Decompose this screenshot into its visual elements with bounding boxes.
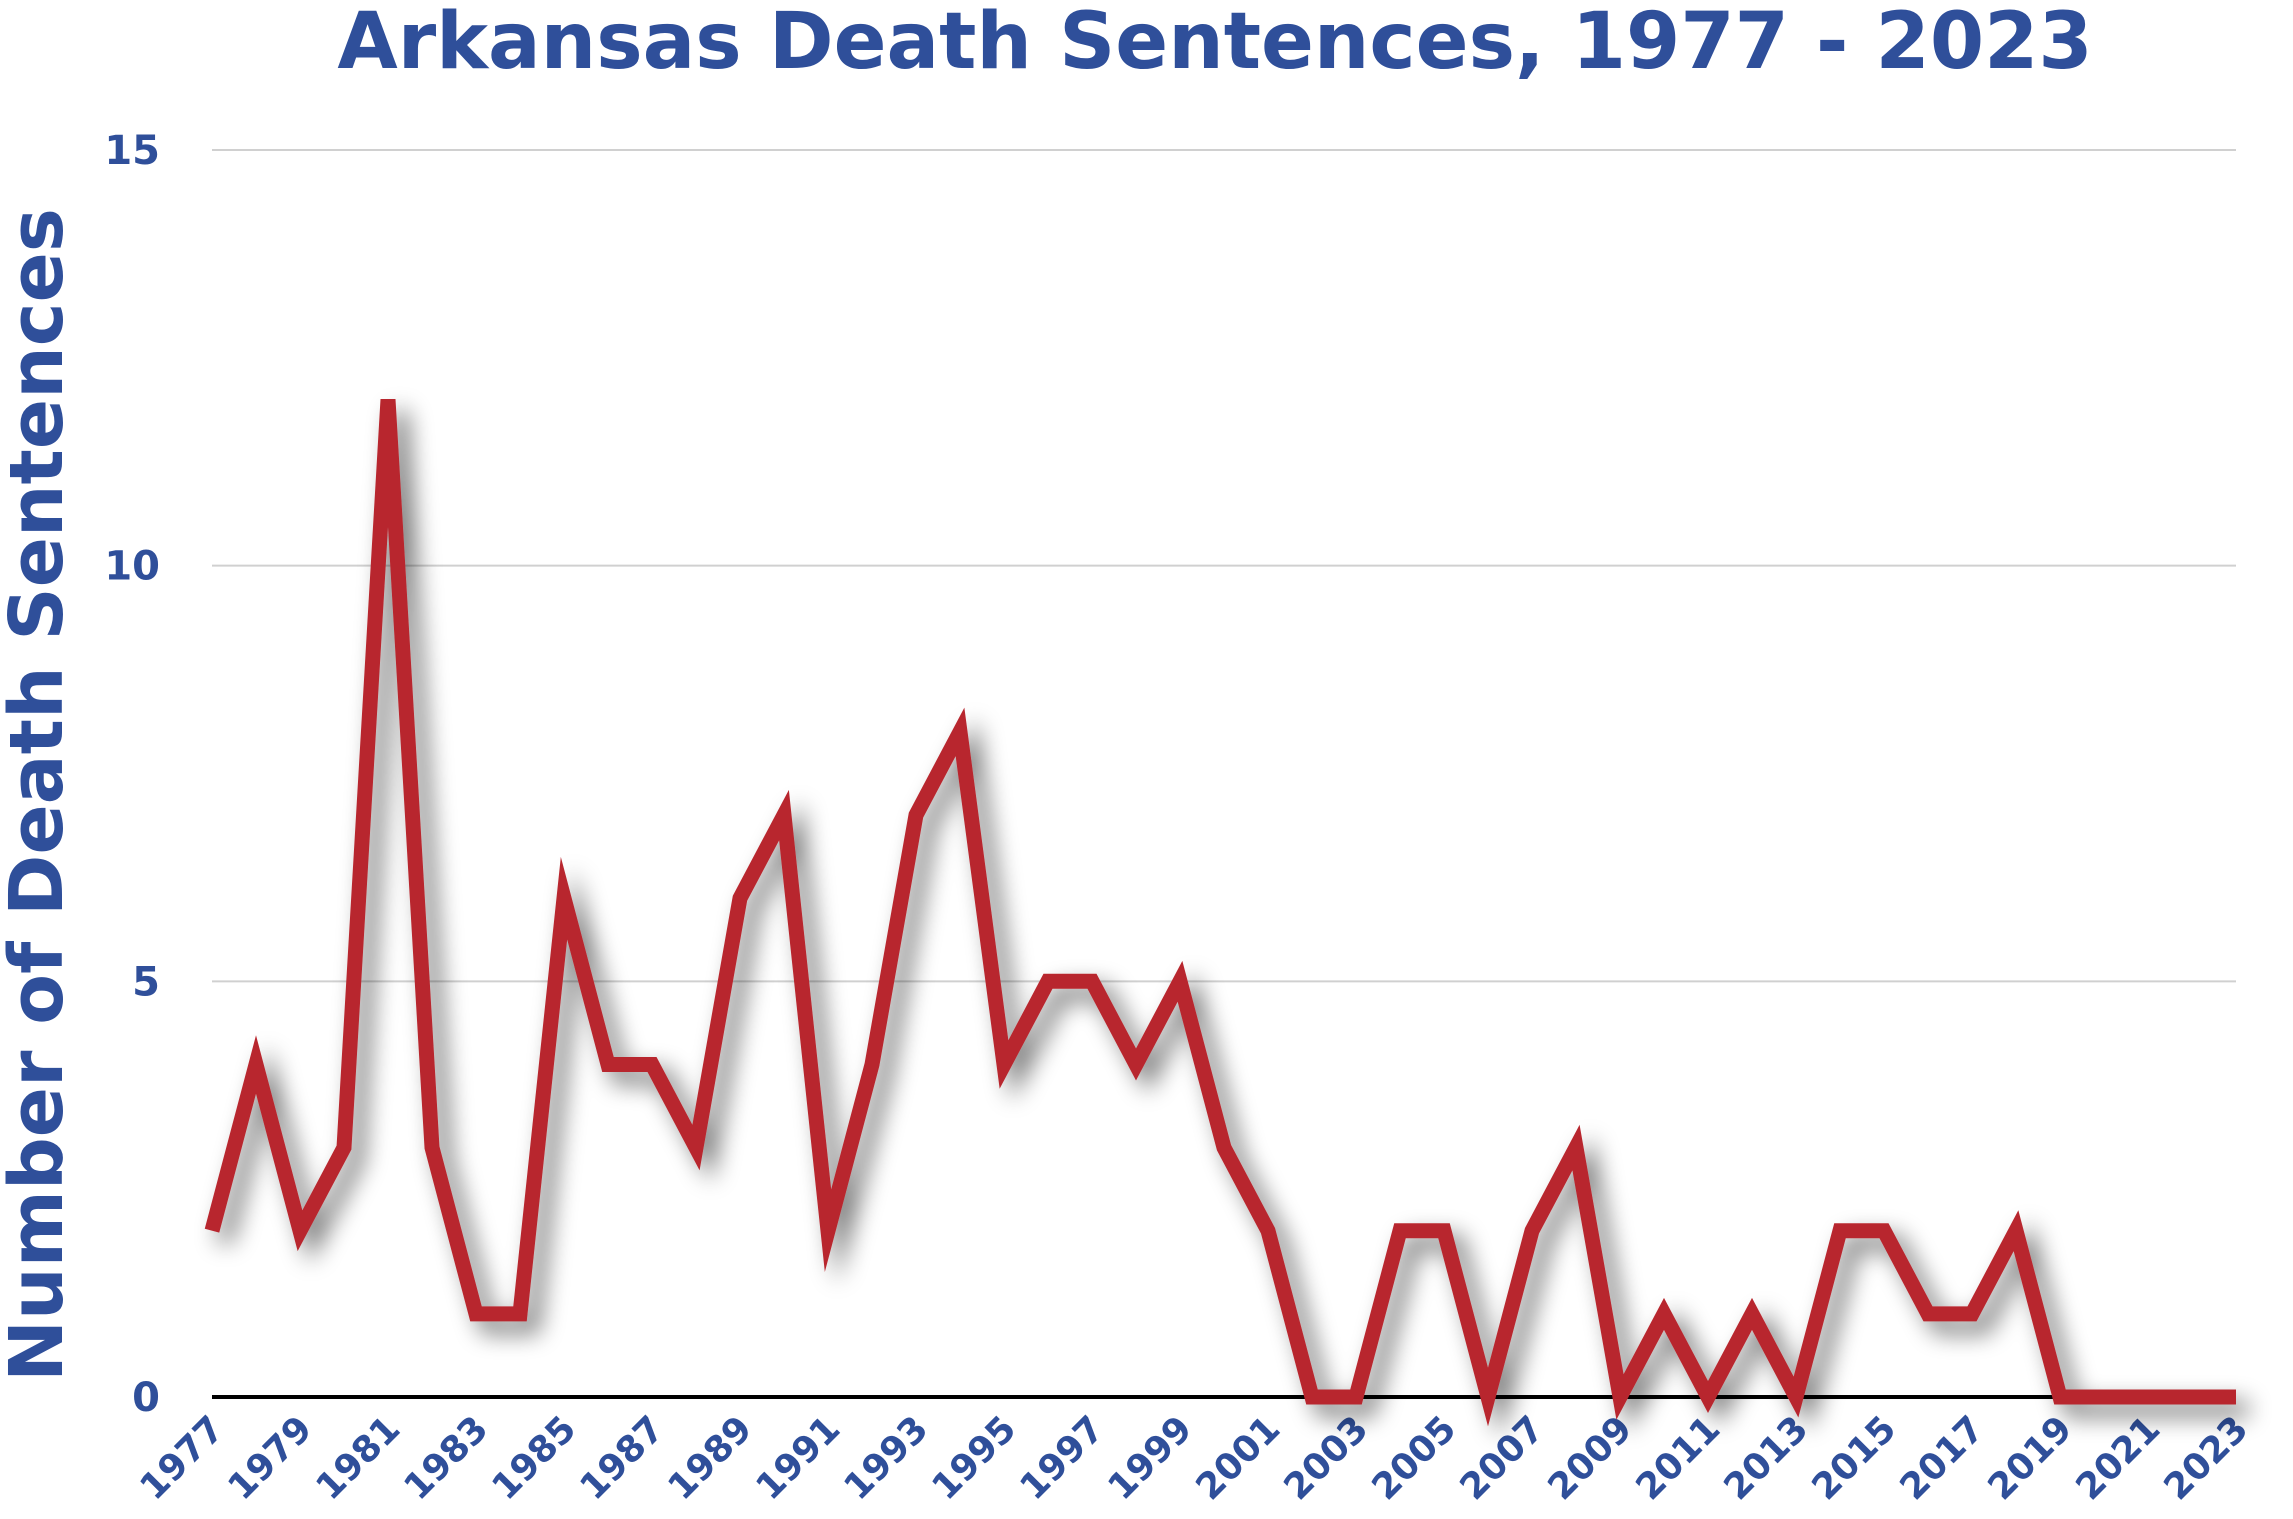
gridlines (212, 149, 2236, 1399)
y-tick-label: 10 (104, 544, 160, 590)
x-tick-label: 2019 (1981, 1408, 2081, 1508)
x-tick-label: 2001 (1189, 1408, 1289, 1508)
x-tick-label: 2017 (1893, 1408, 1993, 1508)
y-tick-label: 0 (132, 1375, 160, 1421)
y-tick-label: 5 (132, 959, 160, 1005)
x-tick-label: 2013 (1717, 1408, 1817, 1508)
x-tick-label: 2015 (1805, 1408, 1905, 1508)
x-tick-label: 1987 (573, 1408, 673, 1508)
x-tick-label: 2021 (2069, 1408, 2169, 1508)
x-tick-label: 2007 (1453, 1408, 1553, 1508)
x-tick-label: 2005 (1365, 1408, 1465, 1508)
x-tick-label: 1999 (1101, 1408, 1201, 1508)
x-tick-label: 1989 (661, 1408, 761, 1508)
x-tick-label: 1991 (749, 1408, 849, 1508)
x-tick-label: 1993 (837, 1408, 937, 1508)
x-tick-label: 1983 (397, 1408, 497, 1508)
x-tick-label: 1977 (133, 1408, 233, 1508)
x-tick-label: 1981 (309, 1408, 409, 1508)
x-tick-label: 1979 (221, 1408, 321, 1508)
x-tick-label: 1997 (1013, 1408, 1113, 1508)
x-tick-label: 2003 (1277, 1408, 1377, 1508)
x-tick-label: 2009 (1541, 1408, 1641, 1508)
chart-title: Arkansas Death Sentences, 1977 - 2023 (337, 0, 2092, 87)
x-tick-label: 1985 (485, 1408, 585, 1508)
x-tick-label: 1995 (925, 1408, 1025, 1508)
y-axis-label: Number of Death Sentences (0, 208, 80, 1382)
y-tick-labels: 0 5 10 15 (104, 128, 160, 1421)
x-tick-label: 2011 (1629, 1408, 1729, 1508)
series-line (204, 398, 2236, 1427)
x-tick-label: 2023 (2157, 1408, 2257, 1508)
series-lines (204, 398, 2236, 1427)
y-tick-label: 15 (104, 128, 160, 174)
x-tick-labels: 1977197919811983198519871989199119931995… (133, 1408, 2257, 1508)
